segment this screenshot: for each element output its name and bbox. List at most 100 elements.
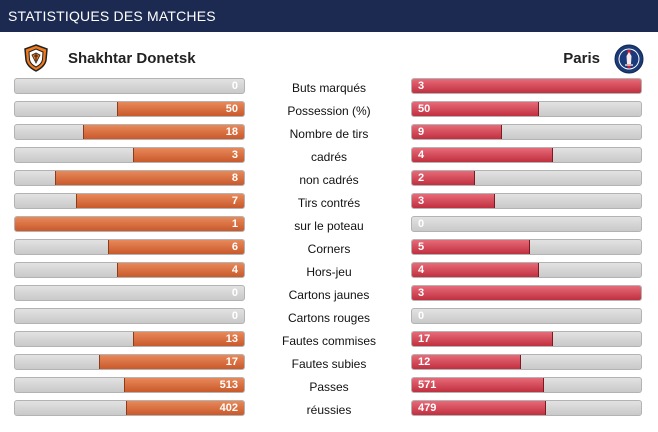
away-stat-value: 4	[418, 149, 425, 161]
home-stat-bar: 18	[14, 124, 245, 140]
home-stat-value: 0	[231, 310, 238, 322]
home-team: Shakhtar Donetsk	[22, 40, 196, 76]
stat-label: sur le poteau	[294, 219, 364, 233]
stat-row: 402 réussies 479	[0, 400, 658, 423]
away-stat-fill	[412, 102, 539, 116]
stat-label: Cartons jaunes	[288, 288, 370, 302]
stat-label: Fautes subies	[291, 357, 367, 371]
home-stat-value: 8	[231, 172, 238, 184]
stat-label: Buts marqués	[291, 81, 367, 95]
away-stat-bar: 3	[411, 78, 642, 94]
stat-label: non cadrés	[299, 173, 359, 187]
home-stat-value: 0	[231, 287, 238, 299]
home-stat-value: 1	[231, 218, 238, 230]
shakhtar-crest-icon	[22, 44, 50, 72]
away-stat-fill	[412, 240, 530, 254]
home-stat-fill	[107, 240, 244, 254]
home-stat-value: 0	[231, 80, 238, 92]
away-stat-value: 3	[418, 195, 425, 207]
home-stat-bar: 4	[14, 262, 245, 278]
home-stat-fill	[123, 378, 244, 392]
home-stat-bar: 402	[14, 400, 245, 416]
stat-label: Corners	[307, 242, 351, 256]
stats-title: STATISTIQUES DES MATCHES	[8, 8, 216, 24]
away-stat-fill	[412, 171, 475, 185]
stat-row: 6 Corners 5	[0, 239, 658, 262]
stat-row: 7 Tirs contrés 3	[0, 193, 658, 216]
stat-label: Nombre de tirs	[289, 127, 369, 141]
home-stat-fill	[15, 217, 244, 231]
away-stat-bar: 50	[411, 101, 642, 117]
away-stat-bar: 12	[411, 354, 642, 370]
away-stat-value: 17	[418, 333, 431, 345]
home-stat-fill	[98, 355, 244, 369]
away-stat-value: 2	[418, 172, 425, 184]
stat-row: 0 Cartons rouges 0	[0, 308, 658, 331]
away-stat-bar: 9	[411, 124, 642, 140]
away-stat-fill	[412, 194, 496, 208]
home-stat-bar: 50	[14, 101, 245, 117]
away-stat-value: 50	[418, 103, 431, 115]
home-stat-bar: 17	[14, 354, 245, 370]
home-stat-value: 13	[225, 333, 238, 345]
away-stat-fill	[412, 401, 546, 415]
away-stat-bar: 479	[411, 400, 642, 416]
away-stat-fill	[412, 79, 641, 93]
stat-row: 4 Hors-jeu 4	[0, 262, 658, 285]
away-stat-value: 12	[418, 356, 431, 368]
home-stat-fill	[117, 263, 244, 277]
home-stat-bar: 3	[14, 147, 245, 163]
away-stat-bar: 4	[411, 262, 642, 278]
stat-label: Tirs contrés	[297, 196, 361, 210]
home-stat-bar: 8	[14, 170, 245, 186]
home-stat-value: 3	[231, 149, 238, 161]
home-stat-bar: 13	[14, 331, 245, 347]
stat-row: 513 Passes 571	[0, 377, 658, 400]
home-stat-bar: 6	[14, 239, 245, 255]
away-stat-value: 571	[418, 379, 437, 391]
stat-label: Fautes commises	[281, 334, 377, 348]
away-stat-fill	[412, 286, 641, 300]
away-stat-bar: 4	[411, 147, 642, 163]
stat-row: 13 Fautes commises 17	[0, 331, 658, 354]
away-stat-bar: 0	[411, 308, 642, 324]
home-stat-value: 513	[219, 379, 238, 391]
away-stat-fill	[412, 332, 553, 346]
away-stat-bar: 3	[411, 285, 642, 301]
away-stat-value: 0	[418, 310, 425, 322]
home-stat-bar: 1	[14, 216, 245, 232]
away-stat-fill	[412, 355, 521, 369]
stat-row: 8 non cadrés 2	[0, 170, 658, 193]
home-stat-value: 402	[219, 402, 238, 414]
home-stat-value: 7	[231, 195, 238, 207]
stat-row: 50 Possession (%) 50	[0, 101, 658, 124]
stat-label: Passes	[309, 380, 349, 394]
psg-crest-icon	[614, 44, 644, 74]
away-stat-fill	[412, 263, 539, 277]
stat-label: Cartons rouges	[287, 311, 371, 325]
away-stat-fill	[412, 378, 544, 392]
away-stat-bar: 3	[411, 193, 642, 209]
away-stat-bar: 0	[411, 216, 642, 232]
away-stat-bar: 5	[411, 239, 642, 255]
away-stat-value: 9	[418, 126, 425, 138]
away-stat-fill	[412, 125, 503, 139]
home-stat-bar: 7	[14, 193, 245, 209]
away-stat-value: 479	[418, 402, 437, 414]
stat-row: 0 Buts marqués 3	[0, 78, 658, 101]
stat-label: Hors-jeu	[306, 265, 352, 279]
away-team: Paris	[563, 40, 644, 76]
stat-label: cadrés	[310, 150, 348, 164]
home-stat-bar: 0	[14, 308, 245, 324]
stat-label: Possession (%)	[287, 104, 371, 118]
away-stat-bar: 2	[411, 170, 642, 186]
away-stat-fill	[412, 148, 553, 162]
home-stat-value: 18	[225, 126, 238, 138]
away-stat-value: 3	[418, 287, 425, 299]
home-stat-bar: 0	[14, 285, 245, 301]
home-stat-value: 50	[225, 103, 238, 115]
home-stat-fill	[126, 401, 244, 415]
stat-row: 3 cadrés 4	[0, 147, 658, 170]
stats-header: STATISTIQUES DES MATCHES	[0, 0, 658, 32]
away-stat-value: 5	[418, 241, 425, 253]
